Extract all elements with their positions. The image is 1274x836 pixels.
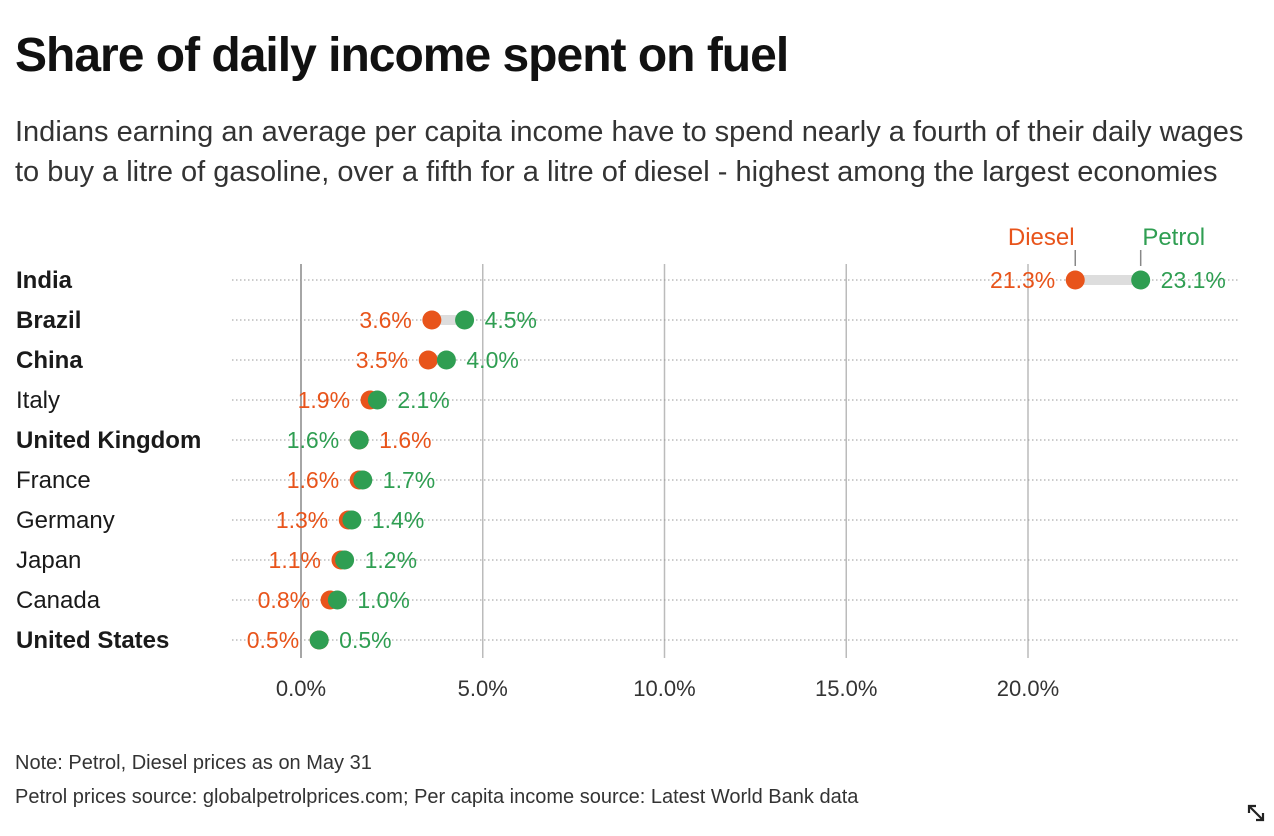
- category-label: United States: [16, 627, 169, 654]
- chart-title: Share of daily income spent on fuel: [15, 29, 789, 82]
- petrol-value-label: 1.7%: [383, 467, 435, 493]
- x-tick-label: 10.0%: [633, 676, 695, 701]
- category-label: Brazil: [16, 307, 81, 334]
- diesel-value-label: 3.6%: [359, 307, 411, 333]
- petrol-value-label: 1.4%: [372, 507, 424, 533]
- category-label: United Kingdom: [16, 427, 201, 454]
- petrol-point: [367, 390, 387, 410]
- source-text: Petrol prices source: globalpetrolprices…: [15, 786, 859, 808]
- diesel-value-label: 1.6%: [287, 467, 339, 493]
- diesel-value-label: 0.5%: [247, 627, 299, 653]
- petrol-point: [349, 430, 369, 450]
- petrol-point: [335, 550, 355, 570]
- dot-plot-chart: 0.0% 5.0% 10.0% 15.0% 20.0% India 21.3% 23.1% Di…: [16, 224, 1238, 701]
- petrol-value-label: 1.0%: [357, 587, 409, 613]
- diesel-value-label: 1.9%: [298, 387, 350, 413]
- diesel-point: [1065, 270, 1085, 290]
- diesel-value-label: 1.3%: [276, 507, 328, 533]
- category-label: France: [16, 467, 91, 494]
- petrol-point: [309, 630, 329, 650]
- category-label: India: [16, 267, 73, 294]
- diesel-value-label: 1.1%: [269, 547, 321, 573]
- category-label: China: [16, 347, 83, 374]
- category-label: Germany: [16, 507, 115, 534]
- resize-arrows-icon[interactable]: [1243, 800, 1269, 826]
- petrol-value-label: 0.5%: [339, 627, 391, 653]
- petrol-value-label: 23.1%: [1161, 267, 1226, 293]
- diesel-value-label: 1.6%: [379, 427, 431, 453]
- petrol-point: [1131, 270, 1151, 290]
- x-tick-label: 5.0%: [458, 676, 508, 701]
- petrol-point: [353, 470, 373, 490]
- category-label: Canada: [16, 587, 101, 614]
- petrol-value-label: 4.0%: [466, 347, 518, 373]
- petrol-value-label: 1.2%: [365, 547, 417, 573]
- legend-diesel: Diesel: [1008, 224, 1075, 251]
- category-label: Japan: [16, 547, 81, 574]
- category-label: Italy: [16, 387, 60, 414]
- petrol-value-label: 2.1%: [397, 387, 449, 413]
- x-tick-label: 15.0%: [815, 676, 877, 701]
- petrol-point: [327, 590, 347, 610]
- petrol-value-label: 1.6%: [287, 427, 339, 453]
- diesel-point: [418, 350, 438, 370]
- petrol-point: [455, 310, 475, 330]
- x-tick-label: 0.0%: [276, 676, 326, 701]
- diesel-value-label: 21.3%: [990, 267, 1055, 293]
- petrol-point: [342, 510, 362, 530]
- chart-subtitle: Indians earning an average per capita in…: [15, 116, 1244, 188]
- diesel-value-label: 3.5%: [356, 347, 408, 373]
- legend-petrol: Petrol: [1142, 224, 1205, 251]
- petrol-value-label: 4.5%: [485, 307, 537, 333]
- petrol-point: [436, 350, 456, 370]
- diesel-value-label: 0.8%: [258, 587, 310, 613]
- diesel-point: [422, 310, 442, 330]
- note-text: Note: Petrol, Diesel prices as on May 31: [15, 752, 372, 774]
- x-tick-label: 20.0%: [997, 676, 1059, 701]
